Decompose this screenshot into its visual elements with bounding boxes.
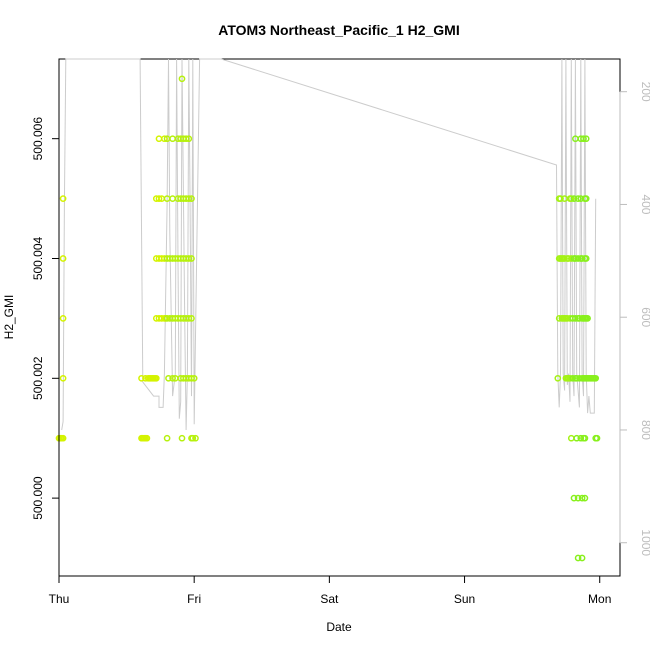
data-point bbox=[557, 195, 564, 202]
data-point bbox=[178, 75, 186, 83]
data-point bbox=[592, 374, 600, 382]
y2-tick-label: 800 bbox=[639, 420, 650, 440]
data-point bbox=[182, 135, 190, 143]
data-point bbox=[574, 255, 582, 262]
data-point bbox=[582, 195, 590, 202]
data-point bbox=[188, 374, 195, 382]
data-point bbox=[578, 494, 586, 502]
data-point bbox=[169, 374, 176, 382]
y-tick-label: 500.000 bbox=[31, 476, 45, 520]
x-tick-label: Sat bbox=[320, 592, 339, 606]
data-point bbox=[59, 374, 67, 382]
data-point bbox=[574, 195, 582, 202]
data-point bbox=[155, 135, 163, 143]
x-axis: Thu Fri Sat Sun Mon bbox=[49, 575, 611, 606]
data-point bbox=[138, 374, 145, 382]
data-point bbox=[185, 315, 193, 322]
y2-axis: 200 400 600 800 1000 bbox=[619, 82, 650, 556]
data-point bbox=[582, 255, 590, 262]
data-point bbox=[567, 195, 575, 202]
data-point bbox=[578, 255, 586, 262]
data-point bbox=[593, 434, 601, 442]
data-point bbox=[570, 195, 578, 202]
data-point bbox=[554, 374, 562, 382]
data-point bbox=[59, 195, 67, 202]
data-point bbox=[163, 434, 171, 442]
instrument-trace-layer bbox=[61, 58, 597, 431]
chart-title: ATOM3 Northeast_Pacific_1 H2_GMI bbox=[218, 22, 459, 38]
data-point bbox=[169, 195, 176, 202]
data-point bbox=[581, 434, 589, 442]
data-point bbox=[582, 135, 590, 143]
data-point bbox=[143, 434, 151, 442]
x-tick-label: Sun bbox=[454, 592, 475, 606]
data-point bbox=[59, 434, 67, 442]
data-point bbox=[188, 195, 195, 202]
data-point bbox=[561, 255, 568, 262]
y2-tick-label: 400 bbox=[639, 194, 650, 214]
data-point bbox=[192, 434, 199, 442]
x-tick-label: Fri bbox=[187, 592, 201, 606]
data-point bbox=[573, 434, 581, 442]
data-point bbox=[581, 494, 589, 502]
series-line bbox=[61, 58, 597, 431]
data-point bbox=[577, 434, 585, 442]
y-tick-label: 500.002 bbox=[31, 356, 45, 400]
data-point bbox=[188, 255, 195, 262]
data-point bbox=[569, 374, 577, 382]
y-axis: 500.000 500.002 500.004 500.006 bbox=[31, 117, 60, 520]
data-points-layer bbox=[55, 75, 601, 562]
data-point bbox=[169, 135, 176, 143]
data-point bbox=[185, 195, 193, 202]
y-tick-label: 500.004 bbox=[31, 236, 45, 280]
data-point bbox=[155, 195, 163, 202]
y-tick-label: 500.006 bbox=[31, 117, 45, 161]
y2-tick-label: 1000 bbox=[639, 529, 650, 556]
data-point bbox=[574, 494, 582, 502]
data-point bbox=[190, 374, 198, 382]
plot-frame bbox=[58, 58, 621, 577]
data-point bbox=[584, 315, 591, 322]
data-point bbox=[189, 434, 197, 442]
data-point bbox=[185, 255, 193, 262]
x-axis-label: Date bbox=[326, 620, 352, 634]
data-point bbox=[165, 374, 172, 382]
x-tick-label: Thu bbox=[49, 592, 70, 606]
y-axis-label: H2_GMI bbox=[2, 295, 16, 340]
data-point bbox=[59, 315, 67, 322]
data-point bbox=[578, 554, 586, 562]
data-point bbox=[572, 315, 579, 322]
data-point bbox=[567, 434, 575, 442]
x-tick-label: Mon bbox=[588, 592, 611, 606]
data-point bbox=[567, 255, 575, 262]
data-point bbox=[178, 434, 186, 442]
data-point bbox=[574, 554, 582, 562]
data-point bbox=[570, 494, 578, 502]
data-point bbox=[188, 315, 195, 322]
data-point bbox=[152, 374, 160, 382]
data-point bbox=[161, 135, 168, 143]
y2-tick-label: 200 bbox=[639, 82, 650, 102]
data-point bbox=[59, 255, 67, 262]
data-point bbox=[580, 135, 587, 143]
data-point bbox=[185, 135, 193, 143]
y2-tick-label: 600 bbox=[639, 307, 650, 327]
